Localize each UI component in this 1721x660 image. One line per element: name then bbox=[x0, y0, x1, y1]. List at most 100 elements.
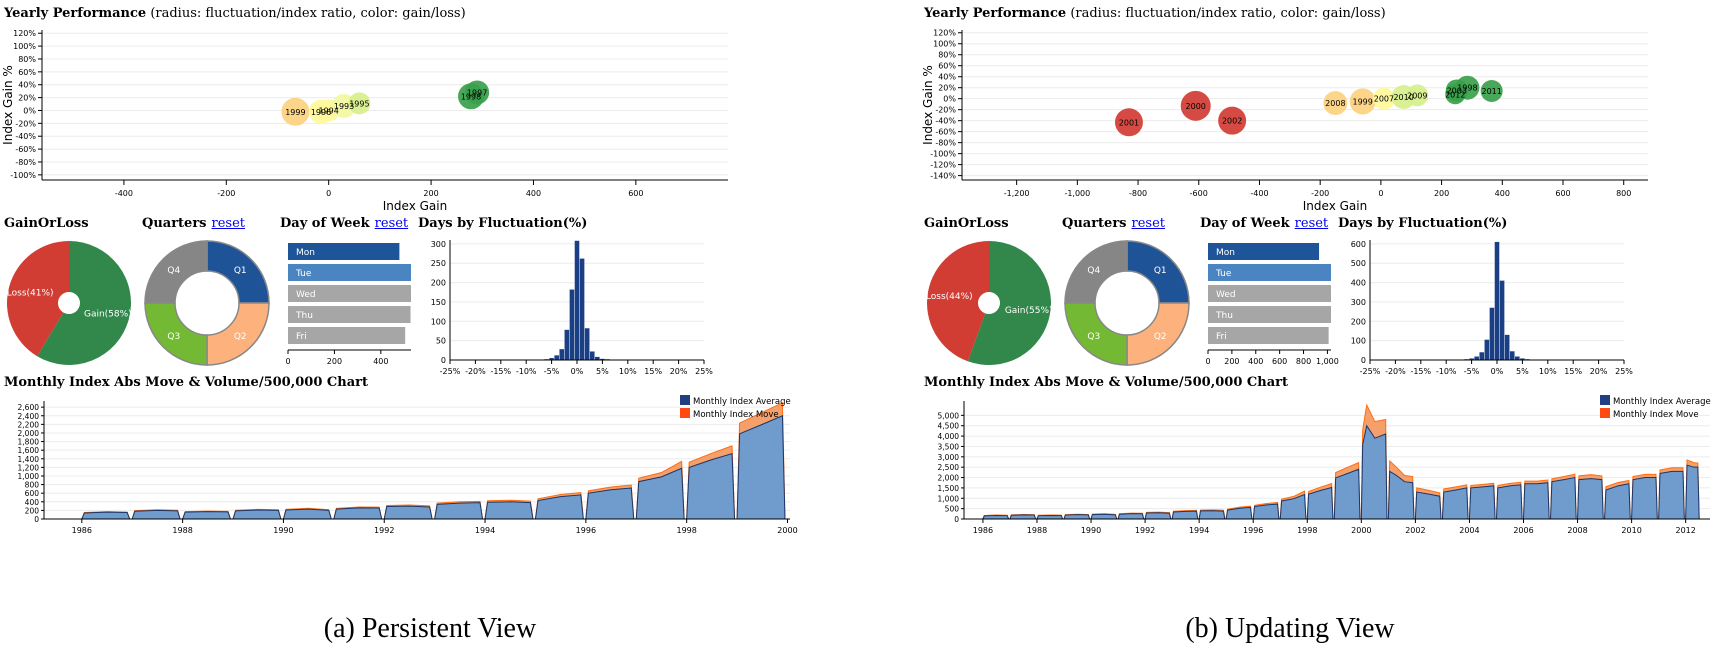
y-tick-label: -80% bbox=[15, 158, 36, 167]
y-axis-label: Index Gain % bbox=[921, 65, 935, 145]
x-tick-label: -5% bbox=[544, 367, 560, 376]
yearly-title-bold: Yearly Performance bbox=[924, 6, 1067, 21]
x-tick-label: 1990 bbox=[273, 526, 293, 535]
day-of-week-chart: Mon Tue Wed Thu Fri 0 200 400 bbox=[285, 243, 411, 366]
legend-label-move: Monthly Index Move bbox=[1613, 410, 1699, 420]
bubble-label: 1997 bbox=[467, 88, 487, 97]
slice-gain58 bbox=[37, 241, 131, 365]
x-tick-label: -20% bbox=[1385, 367, 1406, 376]
slice-label: Q4 bbox=[167, 266, 180, 276]
gain-or-loss-chart: Gain(58%) Loss(41%) bbox=[7, 241, 132, 365]
slice-label: Q2 bbox=[234, 332, 247, 342]
yearly-title-subtitle: (radius: fluctuation/index ratio, color:… bbox=[1070, 6, 1386, 21]
day-of-week-reset-link[interactable]: reset bbox=[1294, 216, 1329, 231]
slice-q4 bbox=[144, 240, 208, 304]
hist-bar bbox=[1484, 339, 1490, 360]
x-tick-label: 5% bbox=[596, 367, 609, 376]
y-tick-label: 0% bbox=[943, 95, 956, 104]
x-tick-label: -200 bbox=[217, 189, 235, 198]
y-tick-label: 500 bbox=[1351, 259, 1366, 268]
y-tick-label: -100% bbox=[10, 171, 36, 180]
slice-gain55 bbox=[967, 241, 1051, 365]
x-tick-label: 0 bbox=[326, 189, 331, 198]
hist-bar bbox=[1479, 352, 1485, 360]
day-bar-label: Wed bbox=[296, 290, 316, 300]
y-tick-label: 0 bbox=[34, 515, 39, 524]
legend-swatch-average bbox=[1600, 395, 1610, 405]
y-tick-label: 100 bbox=[1351, 337, 1366, 346]
y-tick-label: 1,200 bbox=[18, 463, 40, 472]
x-tick-label: 2008 bbox=[1567, 526, 1587, 535]
day-of-week-reset-link[interactable]: reset bbox=[374, 216, 409, 231]
y-tick-label: 500 bbox=[945, 505, 960, 514]
x-tick-label: -5% bbox=[1464, 367, 1480, 376]
day-of-week-title: Day of Week reset bbox=[1200, 216, 1328, 231]
day-bar-mon bbox=[288, 243, 400, 260]
slice-label: Q3 bbox=[1087, 332, 1100, 342]
x-tick-label: 1986 bbox=[973, 526, 993, 535]
bubble-2001 bbox=[1114, 108, 1143, 137]
x-tick-label: 1,000 bbox=[1316, 357, 1339, 366]
day-bar-thu bbox=[1208, 306, 1331, 323]
bubble-1995 bbox=[348, 92, 371, 115]
slice-label: Q1 bbox=[234, 266, 247, 276]
hist-bar bbox=[549, 358, 554, 360]
gain-or-loss-chart: Gain(55%) Loss(44%) bbox=[926, 241, 1053, 365]
x-tick-label: 200 bbox=[1434, 189, 1449, 198]
day-bar-label: Thu bbox=[295, 311, 313, 321]
y-tick-label: 1,600 bbox=[18, 446, 40, 455]
y-tick-label: 80% bbox=[938, 51, 956, 60]
quarters-chart: Q1 Q2 Q3 Q4 bbox=[144, 240, 270, 366]
y-tick-label: 0% bbox=[23, 106, 36, 115]
fluctuation-histogram: 0 100 200 300 400 500 600 -25% -20% -15% -10% -5% 0%… bbox=[1351, 240, 1634, 376]
y-tick-label: 1,400 bbox=[18, 455, 40, 464]
y-tick-label: -80% bbox=[935, 139, 956, 148]
quarters-reset-link[interactable]: reset bbox=[1131, 216, 1166, 231]
x-tick-label: 200 bbox=[1224, 357, 1239, 366]
bubble-1999 bbox=[1349, 88, 1376, 115]
y-tick-label: -100% bbox=[930, 150, 956, 159]
x-tick-label: 10% bbox=[1539, 367, 1557, 376]
y-tick-label: 600 bbox=[25, 489, 40, 498]
updating-view-panel: Yearly Performance (radius: fluctuation/… bbox=[920, 0, 1721, 620]
gain-or-loss-title: GainOrLoss bbox=[4, 216, 89, 231]
quarters-reset-link[interactable]: reset bbox=[211, 216, 246, 231]
bubble-label: 2007 bbox=[1374, 95, 1394, 104]
slice-loss41 bbox=[7, 241, 69, 357]
y-tick-label: 400 bbox=[25, 498, 40, 507]
y-tick-label: 5,000 bbox=[938, 411, 960, 420]
x-axis-label: Index Gain bbox=[383, 199, 447, 213]
y-tick-label: -140% bbox=[930, 172, 956, 181]
yearly-scatter-chart: -140% -120% -100% -80% -60% -40% -20% 0% 20% 40% 6… bbox=[921, 29, 1648, 213]
legend-swatch-move bbox=[1600, 408, 1610, 418]
x-tick-label: -600 bbox=[1190, 189, 1208, 198]
hist-bar bbox=[579, 258, 585, 360]
slice-loss44 bbox=[927, 241, 989, 362]
day-of-week-title: Day of Week reset bbox=[280, 216, 408, 231]
y-tick-label: 100% bbox=[933, 40, 956, 49]
quarters-chart: Q1 Q2 Q3 Q4 bbox=[1064, 240, 1190, 366]
y-tick-label: 100 bbox=[431, 317, 446, 326]
slice-label: Q1 bbox=[1154, 266, 1167, 276]
x-tick-label: 20% bbox=[1590, 367, 1608, 376]
hist-bar bbox=[1469, 358, 1474, 360]
day-bar-mon bbox=[1208, 243, 1320, 260]
hist-bar bbox=[584, 328, 590, 360]
x-tick-label: 800 bbox=[1616, 189, 1631, 198]
yearly-title: Yearly Performance (radius: fluctuation/… bbox=[924, 6, 1386, 21]
y-tick-label: 1,500 bbox=[938, 484, 960, 493]
y-tick-label: 800 bbox=[25, 481, 40, 490]
y-tick-label: 20% bbox=[938, 84, 956, 93]
bubble-label: 1998 bbox=[461, 92, 481, 101]
y-tick-label: 200 bbox=[25, 506, 40, 515]
y-tick-label: 0 bbox=[954, 515, 959, 524]
area-monthly-index-average bbox=[982, 424, 1700, 520]
day-bar-fri bbox=[1208, 327, 1329, 344]
y-tick-label: 2,000 bbox=[938, 474, 960, 483]
y-tick-label: 80% bbox=[18, 55, 36, 64]
bubble-1999 bbox=[281, 97, 310, 126]
bubble-2007 bbox=[1372, 87, 1395, 110]
yearly-scatter-chart: -100% -80% -60% -40% -20% 0% 20% 40% 60% 80% 100% 1… bbox=[1, 29, 728, 213]
legend-swatch-average bbox=[680, 395, 690, 405]
